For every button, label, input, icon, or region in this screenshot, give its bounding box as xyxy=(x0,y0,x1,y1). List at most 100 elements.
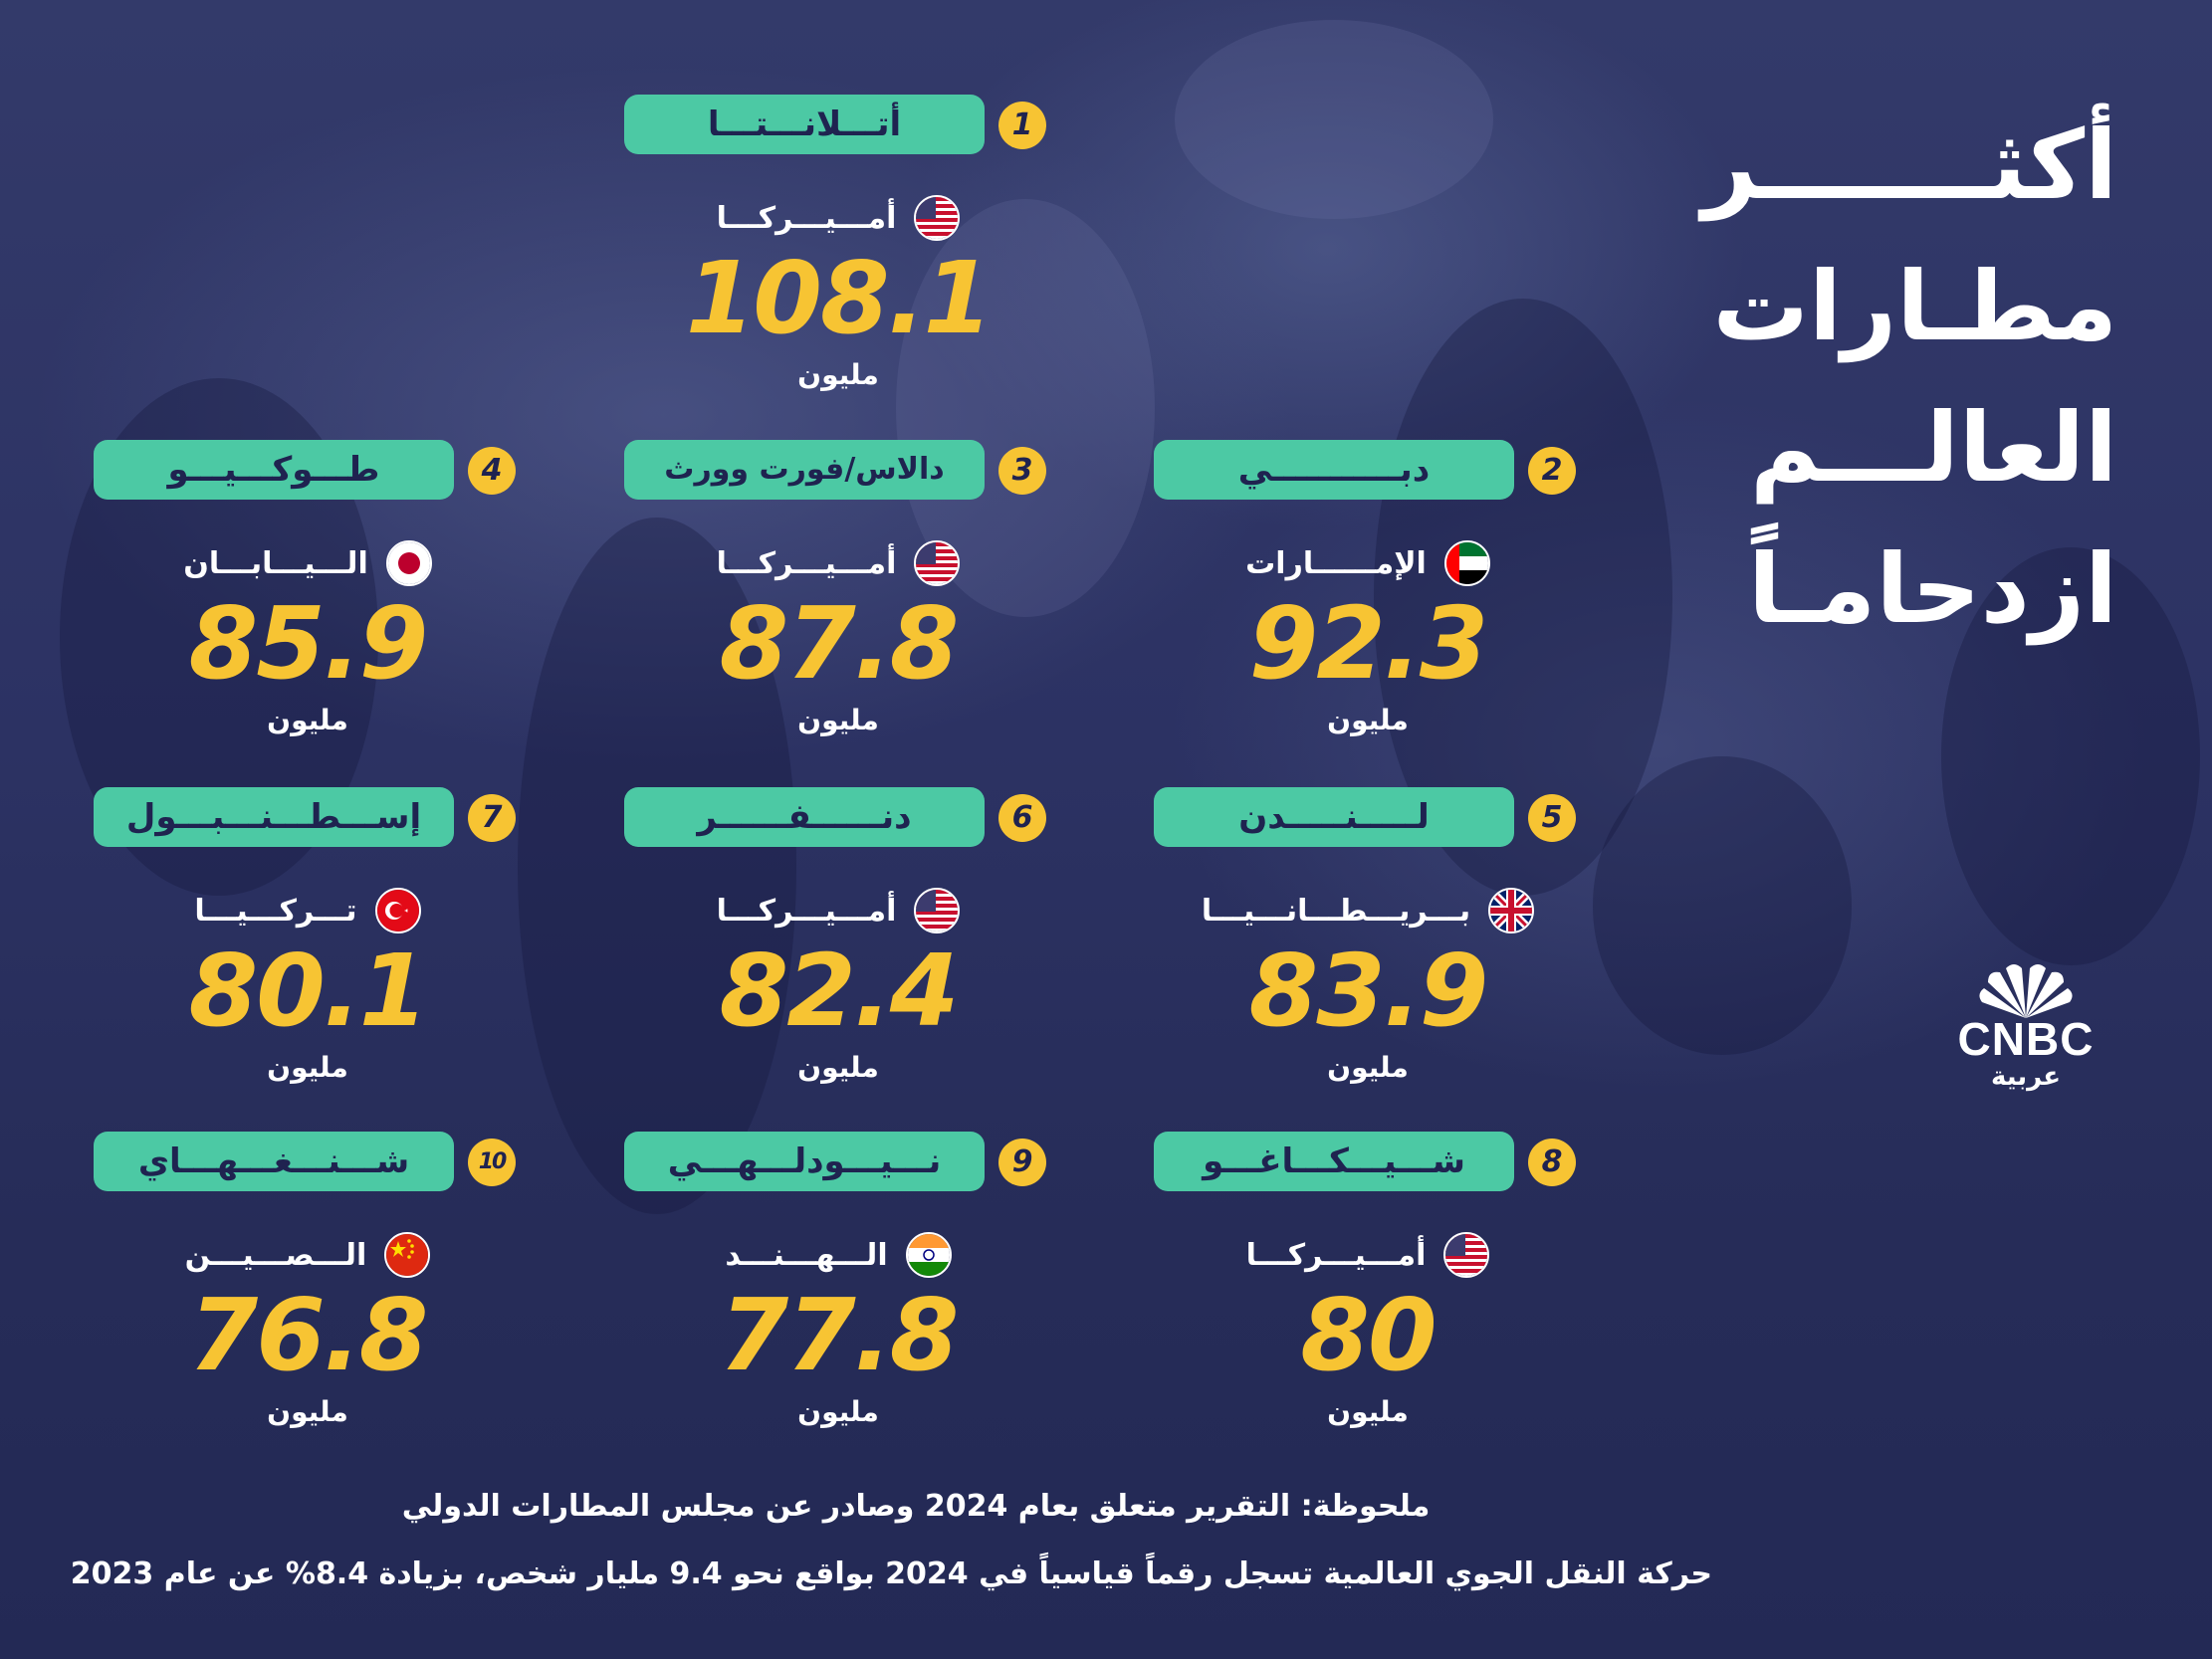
rank-badge: 5 xyxy=(1528,794,1576,842)
footnote: حركة النقل الجوي العالمية تسجل رقماً قيا… xyxy=(70,1556,1712,1591)
city-pill: دالاس/فورت وورث xyxy=(624,440,985,500)
rank-row: لـــــنـــــدن 5 xyxy=(1154,787,1582,849)
rank-badge: 8 xyxy=(1528,1139,1576,1186)
country-name: أمـــيـــركـــا xyxy=(1245,1237,1427,1273)
rank-row: نـــيـــودلـــهـــي 9 xyxy=(624,1132,1052,1193)
airport-card: دالاس/فورت وورث 3 أمـــيـــركـــا 87.8 م… xyxy=(624,440,1052,738)
airport-card: إســـطـــنـــبـــول 7 تـــركـــيـــا 80.… xyxy=(94,787,522,1086)
country-row: أمـــيـــركـــا xyxy=(624,887,1052,934)
unit-label: مليون xyxy=(797,1051,879,1084)
usa-flag-icon xyxy=(914,888,961,933)
rank-badge: 1 xyxy=(998,102,1046,149)
city-pill: لـــــنـــــدن xyxy=(1154,787,1514,847)
usa-flag-icon xyxy=(914,540,961,586)
country-name: أمـــيـــركـــا xyxy=(716,893,897,929)
footnote: ملحوظة: التقرير متعلق بعام 2024 وصادر عن… xyxy=(401,1489,1431,1524)
country-name: الـــهـــنـــد xyxy=(725,1237,888,1273)
usa-flag-icon xyxy=(914,195,961,241)
rank-row: دبـــــــــــي 2 xyxy=(1154,440,1582,502)
india-flag-icon xyxy=(905,1232,952,1278)
city-pill: شـــيـــكـــاغـــو xyxy=(1154,1132,1514,1191)
rank-row: طـــوكـــيـــو 4 xyxy=(94,440,522,502)
city-pill: دنــــــفــــــر xyxy=(624,787,985,847)
city-pill: طـــوكـــيـــو xyxy=(94,440,454,500)
passenger-value: 108.1 xyxy=(685,240,993,356)
city-pill: أتـــلانـــتـــا xyxy=(624,95,985,154)
uae-flag-icon xyxy=(1443,540,1490,586)
country-row: أمـــيـــركـــا xyxy=(1154,1231,1582,1279)
airport-card: نـــيـــودلـــهـــي 9 الـــهـــنـــد 77.… xyxy=(624,1132,1052,1430)
rank-badge: 2 xyxy=(1528,447,1576,495)
country-row: الـــصـــيـــن xyxy=(94,1231,522,1279)
rank-badge: 10 xyxy=(468,1139,516,1186)
rank-badge: 7 xyxy=(468,794,516,842)
rank-row: أتـــلانـــتـــا 1 xyxy=(624,95,1052,156)
passenger-value: 85.9 xyxy=(188,585,429,702)
country-row: تـــركـــيـــا xyxy=(94,887,522,934)
title-line: ازدحامـاً xyxy=(1748,533,2117,645)
unit-label: مليون xyxy=(797,704,879,736)
china-flag-icon xyxy=(384,1232,431,1278)
country-name: أمـــيـــركـــا xyxy=(716,545,897,581)
background-photo-shape xyxy=(518,518,796,1214)
airport-card: أتـــلانـــتـــا 1 أمـــيـــركـــا 108.1… xyxy=(624,95,1052,393)
japan-flag-icon xyxy=(385,540,432,586)
background-photo-shape xyxy=(1175,20,1493,219)
unit-label: مليون xyxy=(1327,1395,1409,1428)
title-line: أكثـــــــر xyxy=(1701,109,2117,221)
rank-badge: 3 xyxy=(998,447,1046,495)
turkey-flag-icon xyxy=(374,888,421,933)
country-name: تـــركـــيـــا xyxy=(194,893,357,929)
passenger-value: 82.4 xyxy=(719,933,960,1049)
passenger-value: 76.8 xyxy=(188,1277,429,1393)
rank-row: إســـطـــنـــبـــول 7 xyxy=(94,787,522,849)
country-row: أمـــيـــركـــا xyxy=(624,194,1052,242)
title-line: العالـــم xyxy=(1750,392,2117,504)
airport-card: لـــــنـــــدن 5 بـــريـــطـــانـــيـــا… xyxy=(1154,787,1582,1086)
rank-row: دالاس/فورت وورث 3 xyxy=(624,440,1052,502)
passenger-value: 80 xyxy=(1300,1277,1437,1393)
airport-card: طـــوكـــيـــو 4 الـــيـــابـــان 85.9 م… xyxy=(94,440,522,738)
page-title: أكثـــــــر مطـارات العالـــم ازدحامـاً xyxy=(1701,95,2117,660)
passenger-value: 87.8 xyxy=(719,585,960,702)
rank-row: شـــنـــغـــهـــاي 10 xyxy=(94,1132,522,1193)
city-pill: نـــيـــودلـــهـــي xyxy=(624,1132,985,1191)
city-pill: شـــنـــغـــهـــاي xyxy=(94,1132,454,1191)
unit-label: مليون xyxy=(797,1395,879,1428)
unit-label: مليون xyxy=(267,1051,348,1084)
country-row: أمـــيـــركـــا xyxy=(624,539,1052,587)
city-pill: إســـطـــنـــبـــول xyxy=(94,787,454,847)
country-name: الـــصـــيـــن xyxy=(184,1237,367,1273)
country-name: الـــيـــابـــان xyxy=(183,545,368,581)
uk-flag-icon xyxy=(1488,888,1535,933)
rank-row: شـــيـــكـــاغـــو 8 xyxy=(1154,1132,1582,1193)
airport-card: دبـــــــــــي 2 الإمــــــارات 92.3 ملي… xyxy=(1154,440,1582,738)
unit-label: مليون xyxy=(797,358,879,391)
city-pill: دبـــــــــــي xyxy=(1154,440,1514,500)
unit-label: مليون xyxy=(1327,1051,1409,1084)
unit-label: مليون xyxy=(267,1395,348,1428)
cnbc-arabia-logo: CNBC عربية xyxy=(1951,958,2101,1108)
passenger-value: 92.3 xyxy=(1248,585,1489,702)
airport-card: شـــنـــغـــهـــاي 10 الـــصـــيـــن 76.… xyxy=(94,1132,522,1430)
passenger-value: 77.8 xyxy=(719,1277,960,1393)
country-name: الإمــــــارات xyxy=(1245,545,1427,581)
rank-badge: 9 xyxy=(998,1139,1046,1186)
background-photo-shape xyxy=(1941,547,2200,965)
logo-subtitle: عربية xyxy=(1990,1062,2062,1092)
airport-card: دنــــــفــــــر 6 أمـــيـــركـــا 82.4 … xyxy=(624,787,1052,1086)
rank-row: دنــــــفــــــر 6 xyxy=(624,787,1052,849)
country-row: الإمــــــارات xyxy=(1154,539,1582,587)
rank-badge: 6 xyxy=(998,794,1046,842)
country-row: بـــريـــطـــانـــيـــا xyxy=(1154,887,1582,934)
peacock-icon xyxy=(1979,964,2073,1018)
country-name: بـــريـــطـــانـــيـــا xyxy=(1201,893,1471,929)
country-row: الـــيـــابـــان xyxy=(94,539,522,587)
passenger-value: 83.9 xyxy=(1248,933,1489,1049)
airport-card: شـــيـــكـــاغـــو 8 أمـــيـــركـــا 80 … xyxy=(1154,1132,1582,1430)
logo-wordmark: CNBC xyxy=(1957,1013,2095,1065)
rank-badge: 4 xyxy=(468,447,516,495)
unit-label: مليون xyxy=(267,704,348,736)
title-line: مطـارات xyxy=(1712,251,2117,362)
